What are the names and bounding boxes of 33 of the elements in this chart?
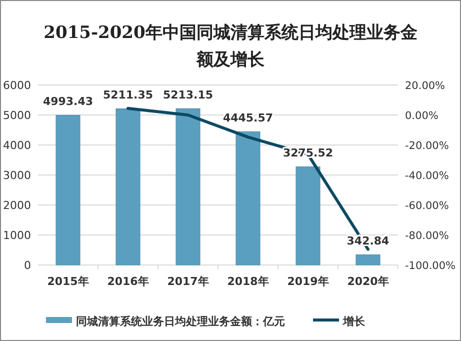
x-tick-label: 2020年 — [347, 275, 389, 288]
bar — [56, 114, 80, 266]
legend-label: 同城清算系统业务日均处理业务金额：亿元 — [76, 315, 285, 328]
y2-tick-label: -20.00% — [405, 140, 449, 152]
bar — [236, 131, 260, 266]
y2-tick-label: -40.00% — [405, 170, 449, 182]
data-label: 4993.43 — [42, 95, 94, 108]
y-tick-label: 1000 — [3, 229, 31, 242]
x-tick-label: 2016年 — [107, 275, 149, 288]
y2-tick-label: -100.00% — [405, 260, 456, 272]
x-tick-label: 2015年 — [47, 275, 89, 288]
bar — [296, 166, 320, 266]
y-tick-label: 0 — [24, 259, 31, 272]
y2-tick-label: 20.00% — [405, 80, 446, 92]
x-tick-label: 2019年 — [287, 275, 329, 288]
y2-tick-label: -60.00% — [405, 200, 449, 212]
data-label: 4445.57 — [222, 112, 274, 125]
legend-label: 增长 — [342, 315, 366, 328]
y-tick-label: 2000 — [3, 199, 31, 212]
y2-tick-label: 0.00% — [405, 110, 438, 122]
y-tick-label: 4000 — [3, 139, 31, 152]
bar — [176, 108, 200, 266]
y-tick-label: 3000 — [3, 169, 31, 182]
y-tick-label: 5000 — [3, 109, 31, 122]
title: 2015-2020年中国同城清算系统日均处理业务金额及增长 — [44, 23, 418, 70]
y-tick-label: 6000 — [3, 79, 31, 92]
x-tick-label: 2018年 — [227, 275, 269, 288]
bar — [116, 108, 140, 266]
data-label: 5213.15 — [162, 88, 214, 102]
x-tick-label: 2017年 — [167, 275, 209, 288]
y2-tick-label: -80.00% — [405, 230, 449, 242]
bar — [356, 254, 380, 266]
data-label: 5211.35 — [102, 88, 154, 102]
